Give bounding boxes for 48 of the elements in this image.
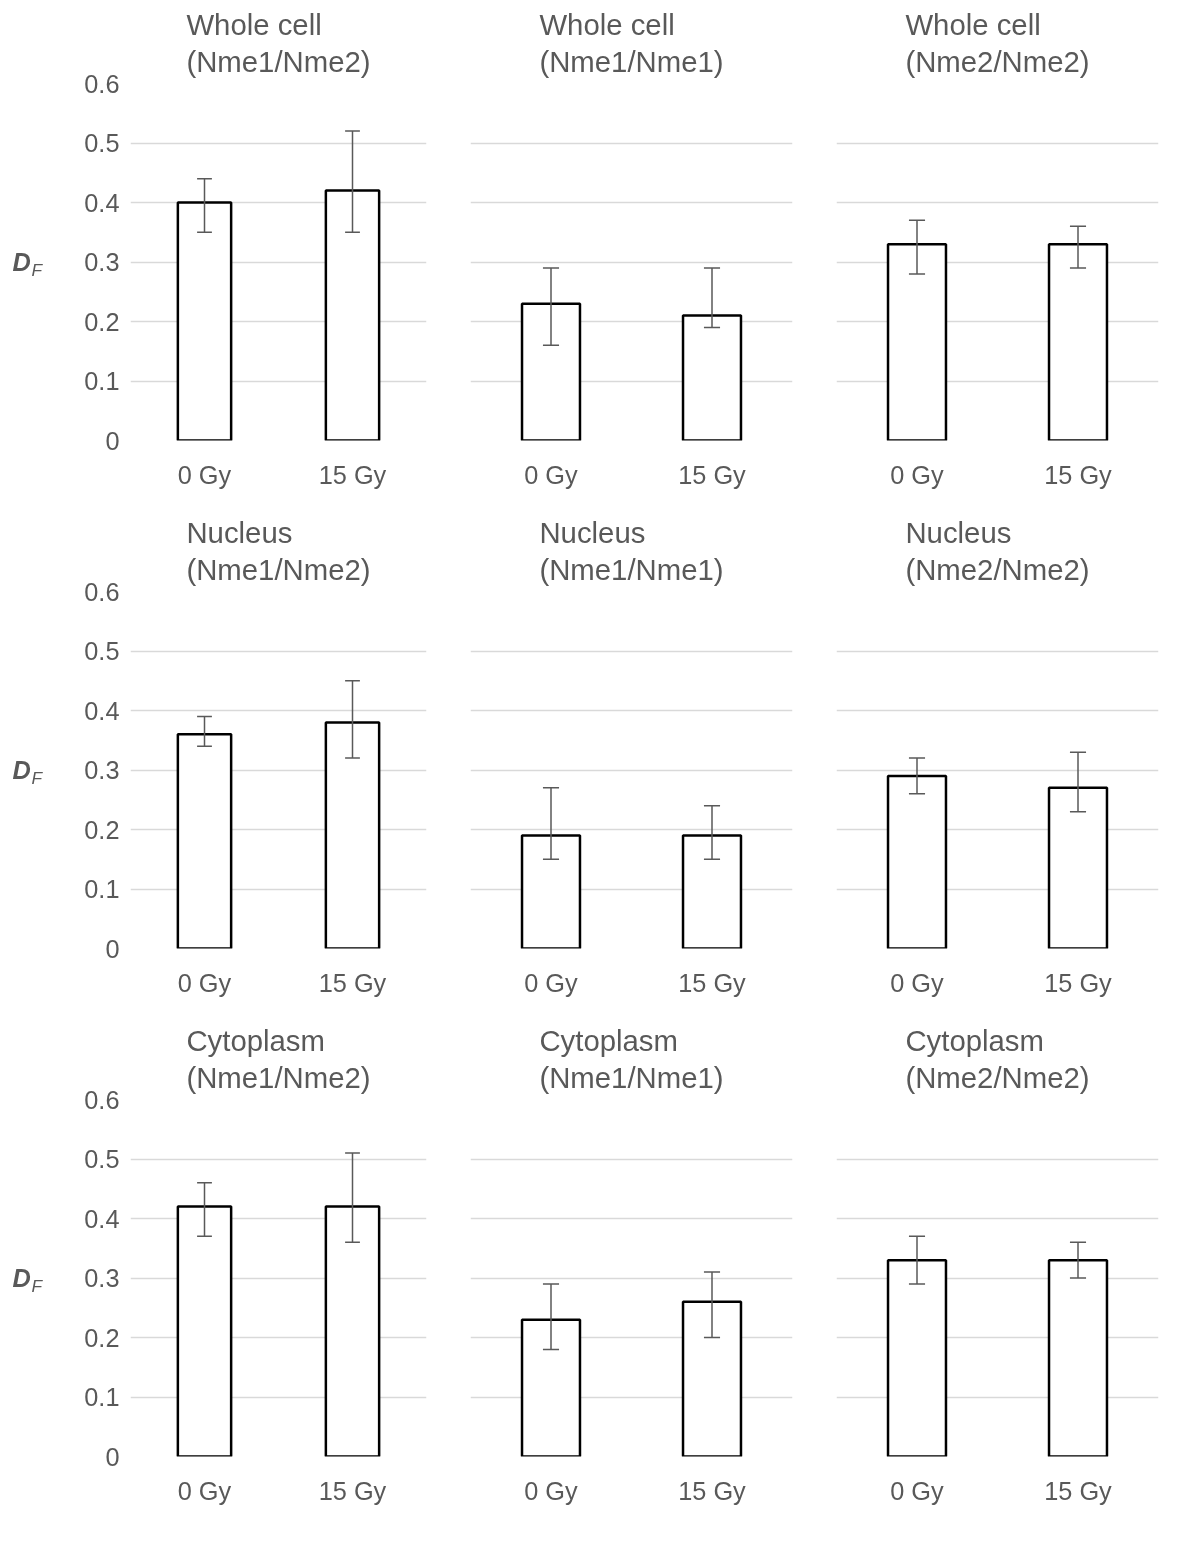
y-tick-label: 0.4 [84, 1204, 120, 1233]
x-tick-label: 0 Gy [890, 460, 945, 489]
x-tick-label: 15 Gy [1044, 460, 1113, 489]
chart-title: Cytoplasm (Nme1/Nme2) [186, 1023, 371, 1095]
y-tick-label: 0.6 [84, 69, 120, 98]
y-tick-label: 0.3 [84, 1264, 120, 1292]
x-tick-label: 0 Gy [177, 1476, 232, 1505]
x-tick-label: 15 Gy [678, 1476, 747, 1505]
y-tick-label: 0.6 [84, 577, 120, 606]
chart-title: Cytoplasm (Nme1/Nme1) [539, 1023, 724, 1095]
x-tick-label: 0 Gy [177, 460, 232, 489]
y-tick-label: 0.2 [84, 1323, 120, 1352]
x-tick-label: 15 Gy [678, 460, 747, 489]
y-tick-label: 0 [105, 1442, 120, 1471]
x-tick-label: 0 Gy [890, 1476, 945, 1505]
y-tick-label: 0 [105, 934, 120, 963]
y-tick-label: 0.5 [84, 637, 120, 665]
chart-title: Nucleus (Nme2/Nme2) [905, 515, 1090, 587]
y-tick-label: 0.5 [84, 129, 120, 157]
x-tick-label: 0 Gy [177, 968, 232, 997]
y-tick-label: 0.2 [84, 307, 120, 336]
x-tick-label: 0 Gy [524, 1476, 579, 1505]
y-tick-label: 0.5 [84, 1145, 120, 1173]
x-tick-label: 15 Gy [318, 460, 387, 489]
y-tick-label: 0.2 [84, 815, 120, 844]
x-tick-label: 15 Gy [1044, 968, 1113, 997]
y-tick-label: 0.3 [84, 756, 120, 784]
x-tick-label: 15 Gy [318, 1476, 387, 1505]
y-tick-label: 0.1 [84, 1383, 120, 1411]
chart-title: Whole cell (Nme2/Nme2) [905, 7, 1090, 79]
x-tick-label: 0 Gy [890, 968, 945, 997]
y-tick-label: 0.4 [84, 696, 120, 725]
y-tick-label: 0.6 [84, 1085, 120, 1114]
y-tick-label: 0.1 [84, 367, 120, 395]
x-tick-label: 15 Gy [318, 968, 387, 997]
y-tick-label: 0.3 [84, 248, 120, 276]
chart-title: Nucleus (Nme1/Nme1) [539, 515, 724, 587]
chart-title: Nucleus (Nme1/Nme2) [186, 515, 371, 587]
chart-title: Whole cell (Nme1/Nme1) [539, 7, 724, 79]
y-tick-label: 0 [105, 426, 120, 455]
y-tick-label: 0.1 [84, 875, 120, 903]
x-tick-label: 0 Gy [524, 460, 579, 489]
chart-title: Cytoplasm (Nme2/Nme2) [905, 1023, 1090, 1095]
x-tick-label: 15 Gy [678, 968, 747, 997]
y-tick-label: 0.4 [84, 188, 120, 217]
chart-title: Whole cell (Nme1/Nme2) [186, 7, 371, 79]
x-tick-label: 15 Gy [1044, 1476, 1113, 1505]
x-tick-label: 0 Gy [524, 968, 579, 997]
